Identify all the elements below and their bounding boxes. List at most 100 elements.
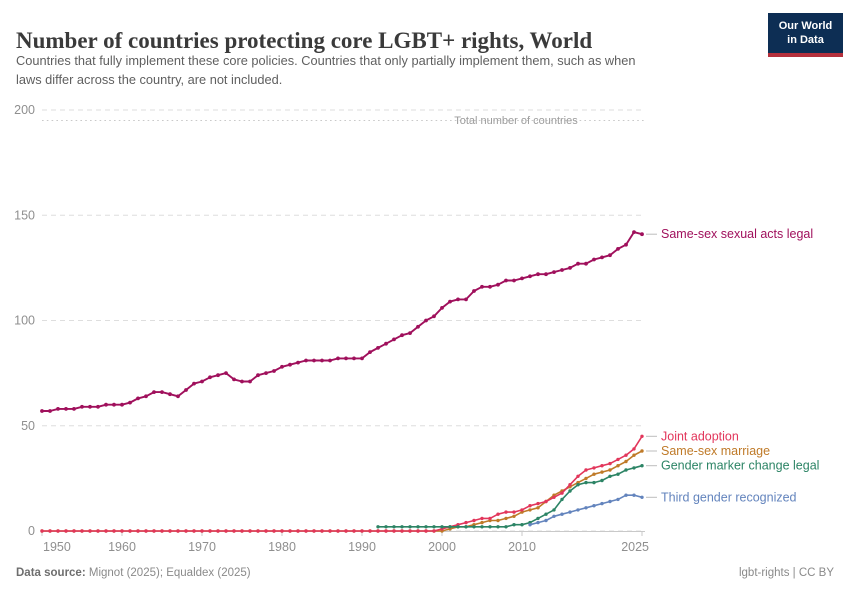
series-marker-joint-adoption [544, 499, 548, 504]
series-marker-same-sex-sexual-acts-legal [72, 407, 76, 411]
series-marker-same-sex-sexual-acts-legal [560, 268, 564, 272]
series-marker-joint-adoption [160, 529, 164, 533]
series-marker-joint-adoption [552, 495, 556, 499]
series-marker-third-gender-recognized [608, 499, 612, 504]
series-label-gender-marker-change-legal[interactable]: Gender marker change legal [661, 459, 819, 473]
series-marker-joint-adoption [216, 529, 220, 533]
series-label-third-gender-recognized[interactable]: Third gender recognized [661, 490, 797, 504]
series-marker-joint-adoption [520, 508, 524, 512]
series-marker-same-sex-sexual-acts-legal [224, 371, 228, 375]
series-marker-same-sex-marriage [624, 459, 628, 464]
series-line-joint-adoption[interactable] [42, 435, 643, 532]
owid-logo-line2: in Data [787, 34, 824, 47]
series-marker-joint-adoption [320, 529, 324, 533]
series-marker-gender-marker-change-legal [616, 472, 620, 476]
series-marker-same-sex-sexual-acts-legal [496, 282, 500, 287]
series-marker-gender-marker-change-legal [384, 525, 388, 529]
series-marker-joint-adoption [640, 434, 644, 438]
series-marker-joint-adoption [152, 529, 156, 533]
x-tick-label-1980: 1980 [268, 540, 296, 554]
series-marker-joint-adoption [232, 529, 236, 533]
chart-subtitle-line2: laws differ across the country, are not … [16, 72, 283, 88]
series-marker-third-gender-recognized [616, 497, 620, 502]
series-marker-joint-adoption [464, 520, 468, 525]
series-marker-joint-adoption [360, 529, 364, 533]
series-marker-joint-adoption [400, 529, 404, 533]
series-marker-same-sex-marriage [632, 453, 636, 457]
series-marker-same-sex-sexual-acts-legal [352, 356, 356, 361]
series-marker-same-sex-sexual-acts-legal [264, 371, 268, 375]
series-marker-gender-marker-change-legal [488, 525, 492, 529]
series-marker-joint-adoption [56, 529, 60, 533]
series-marker-third-gender-recognized [640, 495, 644, 499]
series-marker-joint-adoption [336, 529, 340, 533]
series-marker-joint-adoption [608, 461, 612, 466]
y-tick-label-150: 150 [14, 208, 35, 222]
series-marker-same-sex-sexual-acts-legal [104, 402, 108, 407]
series-marker-same-sex-marriage [536, 506, 540, 510]
series-marker-same-sex-sexual-acts-legal [64, 407, 68, 411]
x-tick-label-2000: 2000 [428, 540, 456, 554]
series-marker-same-sex-marriage [528, 508, 532, 512]
series-marker-same-sex-sexual-acts-legal [56, 407, 60, 411]
series-marker-same-sex-sexual-acts-legal [384, 341, 388, 346]
series-marker-same-sex-sexual-acts-legal [440, 306, 444, 310]
series-label-joint-adoption[interactable]: Joint adoption [661, 429, 739, 443]
series-marker-same-sex-sexual-acts-legal [568, 266, 572, 270]
series-marker-same-sex-sexual-acts-legal [408, 331, 412, 335]
series-marker-joint-adoption [192, 529, 196, 533]
series-marker-joint-adoption [184, 529, 188, 533]
series-marker-joint-adoption [416, 529, 420, 533]
series-marker-same-sex-sexual-acts-legal [88, 404, 92, 409]
series-marker-joint-adoption [496, 512, 500, 516]
series-marker-gender-marker-change-legal [432, 525, 436, 529]
series-marker-joint-adoption [176, 529, 180, 533]
series-marker-joint-adoption [120, 529, 124, 533]
series-marker-joint-adoption [560, 491, 564, 495]
series-marker-joint-adoption [512, 510, 516, 514]
series-marker-joint-adoption [96, 529, 100, 533]
series-marker-joint-adoption [248, 529, 252, 533]
series-marker-same-sex-sexual-acts-legal [360, 356, 364, 361]
series-line-same-sex-sexual-acts-legal[interactable] [42, 231, 643, 412]
series-marker-joint-adoption [344, 529, 348, 533]
series-marker-same-sex-sexual-acts-legal [584, 261, 588, 266]
series-marker-same-sex-sexual-acts-legal [544, 272, 548, 277]
series-line-gender-marker-change-legal[interactable] [378, 464, 643, 528]
series-marker-same-sex-sexual-acts-legal [552, 270, 556, 274]
series-marker-joint-adoption [168, 529, 172, 533]
series-marker-gender-marker-change-legal [472, 525, 476, 529]
series-marker-joint-adoption [536, 501, 540, 506]
x-tick-label-2025: 2025 [621, 540, 649, 554]
series-marker-same-sex-sexual-acts-legal [432, 314, 436, 319]
y-tick-label-200: 200 [14, 103, 35, 117]
series-label-same-sex-marriage[interactable]: Same-sex marriage [661, 444, 770, 458]
series-marker-gender-marker-change-legal [456, 525, 460, 529]
series-marker-joint-adoption [240, 529, 244, 533]
series-marker-joint-adoption [488, 516, 492, 521]
series-marker-same-sex-sexual-acts-legal [480, 284, 484, 289]
series-marker-gender-marker-change-legal [600, 478, 604, 483]
series-marker-third-gender-recognized [536, 520, 540, 525]
series-marker-gender-marker-change-legal [392, 525, 396, 529]
series-marker-third-gender-recognized [552, 514, 556, 518]
series-marker-same-sex-marriage [512, 514, 516, 518]
series-marker-joint-adoption [432, 529, 436, 533]
owid-logo[interactable]: Our World in Data [768, 13, 843, 57]
series-marker-third-gender-recognized [560, 512, 564, 516]
series-marker-joint-adoption [312, 529, 316, 533]
series-marker-gender-marker-change-legal [568, 489, 572, 493]
series-marker-same-sex-sexual-acts-legal [456, 297, 460, 302]
series-marker-same-sex-marriage [480, 520, 484, 525]
series-label-same-sex-sexual-acts-legal[interactable]: Same-sex sexual acts legal [661, 227, 813, 241]
series-marker-third-gender-recognized [528, 523, 532, 527]
series-marker-gender-marker-change-legal [520, 523, 524, 527]
series-line-same-sex-marriage[interactable] [42, 450, 643, 532]
data-source: Data source: Mignot (2025); Equaldex (20… [16, 567, 251, 579]
series-marker-same-sex-sexual-acts-legal [464, 297, 468, 302]
series-marker-joint-adoption [384, 529, 388, 533]
series-marker-same-sex-sexual-acts-legal [136, 396, 140, 401]
series-marker-joint-adoption [368, 529, 372, 533]
series-marker-same-sex-sexual-acts-legal [392, 337, 396, 342]
series-marker-same-sex-sexual-acts-legal [632, 230, 636, 235]
